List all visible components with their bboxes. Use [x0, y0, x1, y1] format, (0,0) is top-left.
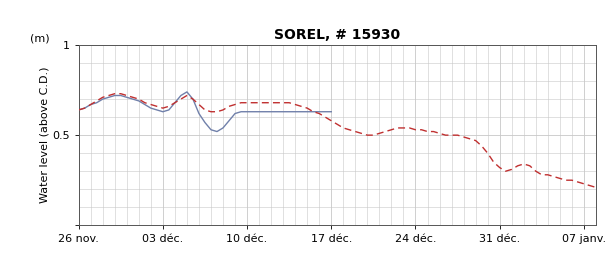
Y-axis label: Water level (above C.D.): Water level (above C.D.): [39, 67, 49, 204]
Text: (m): (m): [30, 33, 49, 43]
Title: SOREL, # 15930: SOREL, # 15930: [274, 29, 401, 42]
